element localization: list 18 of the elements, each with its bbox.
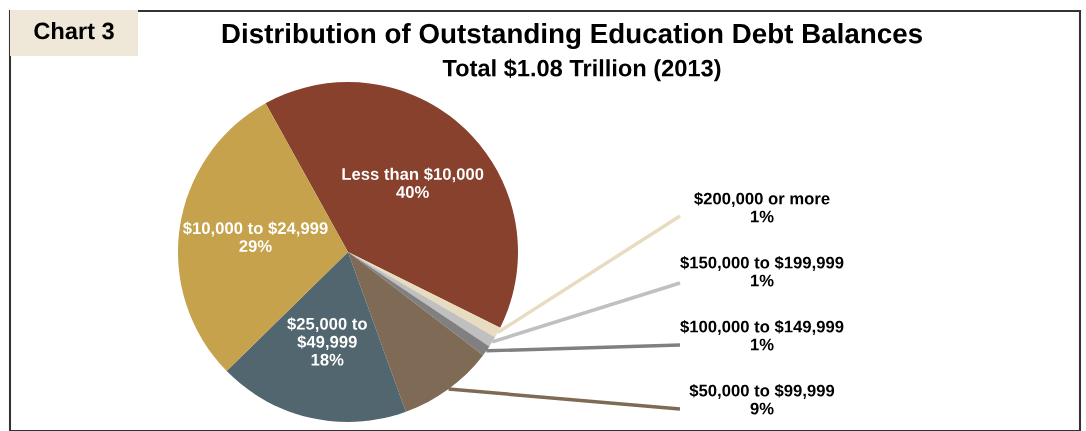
data-label: 40% [396,186,429,198]
slice-label: $100,000 to $149,999 [680,319,844,335]
data-label: 1% [751,210,774,223]
slice-label: $50,000 to $99,999 [689,383,835,399]
slice-label: $25,000 to $49,999 [287,317,367,351]
data-label: 1% [751,338,774,351]
caption: Chart 3 [34,22,114,40]
data-label: 29% [239,240,272,252]
pie-slice [226,252,406,422]
data-label: 18% [311,353,344,366]
data-label: 9% [750,402,774,415]
slice-label: Less than $10,000 [342,167,484,183]
data-label: 1% [751,274,774,287]
slice-label: $150,000 to $199,999 [680,255,844,271]
slice-label: $200,000 or more [694,191,830,207]
chart-title: Distribution of Outstanding Education Debt Balances [222,22,922,50]
slice-label: $10,000 to $24,999 [182,221,328,237]
chart-subtitle: Total $1.08 Trillion (2013) [442,58,721,82]
